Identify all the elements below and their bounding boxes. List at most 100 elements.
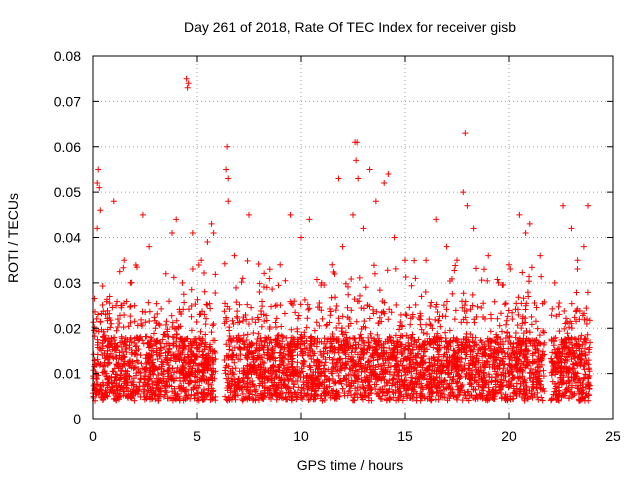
- data-point: [562, 340, 569, 347]
- data-point: [262, 367, 269, 374]
- data-point: [316, 362, 323, 369]
- data-point: [236, 368, 243, 375]
- data-point: [169, 229, 176, 236]
- data-point: [361, 350, 368, 357]
- data-point: [336, 355, 343, 362]
- data-point: [173, 216, 180, 223]
- data-point: [517, 346, 524, 353]
- data-point: [448, 380, 455, 387]
- data-point: [495, 334, 502, 341]
- data-point: [141, 396, 148, 403]
- data-point: [210, 320, 217, 327]
- data-point: [580, 389, 587, 396]
- data-point: [292, 378, 299, 385]
- data-point: [222, 393, 229, 400]
- data-point: [105, 342, 112, 349]
- data-point: [485, 384, 492, 391]
- data-point: [429, 338, 436, 345]
- data-point: [280, 362, 287, 369]
- data-point: [207, 355, 214, 362]
- data-point: [183, 75, 190, 82]
- data-point: [458, 319, 465, 326]
- data-point: [501, 377, 508, 384]
- data-point: [551, 364, 558, 371]
- data-point: [454, 257, 460, 264]
- data-point: [532, 366, 539, 373]
- data-point: [329, 345, 336, 352]
- data-point: [221, 260, 228, 267]
- data-point: [156, 339, 163, 346]
- data-point: [440, 363, 447, 370]
- data-point: [250, 396, 257, 403]
- data-point: [509, 309, 516, 316]
- data-point: [384, 267, 391, 274]
- data-point: [126, 336, 133, 343]
- data-point: [120, 374, 127, 381]
- data-point: [199, 366, 206, 373]
- data-point: [327, 308, 334, 315]
- data-point: [441, 344, 448, 351]
- data-point: [300, 385, 307, 392]
- data-point: [440, 384, 447, 391]
- data-point: [299, 368, 306, 375]
- data-point: [491, 368, 498, 375]
- data-point: [354, 139, 361, 146]
- data-point: [324, 384, 331, 391]
- data-point: [264, 390, 271, 397]
- data-point: [303, 392, 310, 399]
- data-point: [519, 394, 526, 401]
- data-point: [515, 311, 522, 318]
- data-point: [109, 353, 116, 360]
- data-point: [348, 392, 355, 399]
- data-point: [539, 300, 546, 307]
- data-point: [190, 360, 197, 367]
- data-point: [428, 375, 435, 382]
- data-point: [248, 339, 255, 346]
- data-point: [425, 364, 432, 371]
- data-point: [306, 305, 313, 312]
- data-point: [486, 336, 493, 343]
- data-point: [329, 356, 336, 363]
- data-point: [449, 290, 456, 297]
- data-point: [478, 339, 485, 346]
- data-point: [162, 270, 169, 277]
- data-point: [163, 389, 170, 396]
- data-point: [510, 385, 517, 392]
- data-point: [446, 327, 453, 334]
- data-point: [581, 366, 588, 373]
- data-point: [359, 346, 366, 353]
- data-point: [127, 319, 134, 326]
- data-point: [273, 315, 280, 322]
- data-point: [298, 394, 305, 401]
- data-point: [221, 308, 228, 315]
- data-point: [379, 355, 386, 362]
- data-point: [571, 371, 578, 378]
- data-point: [243, 337, 250, 344]
- data-point: [93, 381, 100, 388]
- data-point: [456, 386, 463, 393]
- y-tick-label: 0.08: [54, 48, 81, 64]
- data-point: [224, 303, 231, 310]
- data-point: [457, 387, 464, 394]
- data-point: [326, 305, 333, 312]
- data-point: [115, 360, 122, 367]
- data-point: [332, 380, 339, 387]
- data-point: [540, 329, 547, 336]
- data-point: [529, 352, 536, 359]
- data-point: [359, 384, 366, 391]
- data-point: [318, 352, 325, 359]
- data-point: [261, 368, 268, 375]
- data-point: [488, 378, 495, 385]
- data-point: [407, 315, 414, 322]
- data-point: [283, 369, 290, 376]
- data-point: [266, 275, 273, 282]
- data-point: [491, 345, 498, 352]
- data-point: [275, 332, 282, 339]
- data-point: [383, 397, 390, 404]
- data-point: [459, 298, 466, 305]
- data-point: [341, 337, 348, 344]
- data-point: [236, 385, 243, 392]
- data-point: [498, 348, 505, 355]
- data-point: [116, 268, 123, 275]
- data-point: [579, 312, 586, 319]
